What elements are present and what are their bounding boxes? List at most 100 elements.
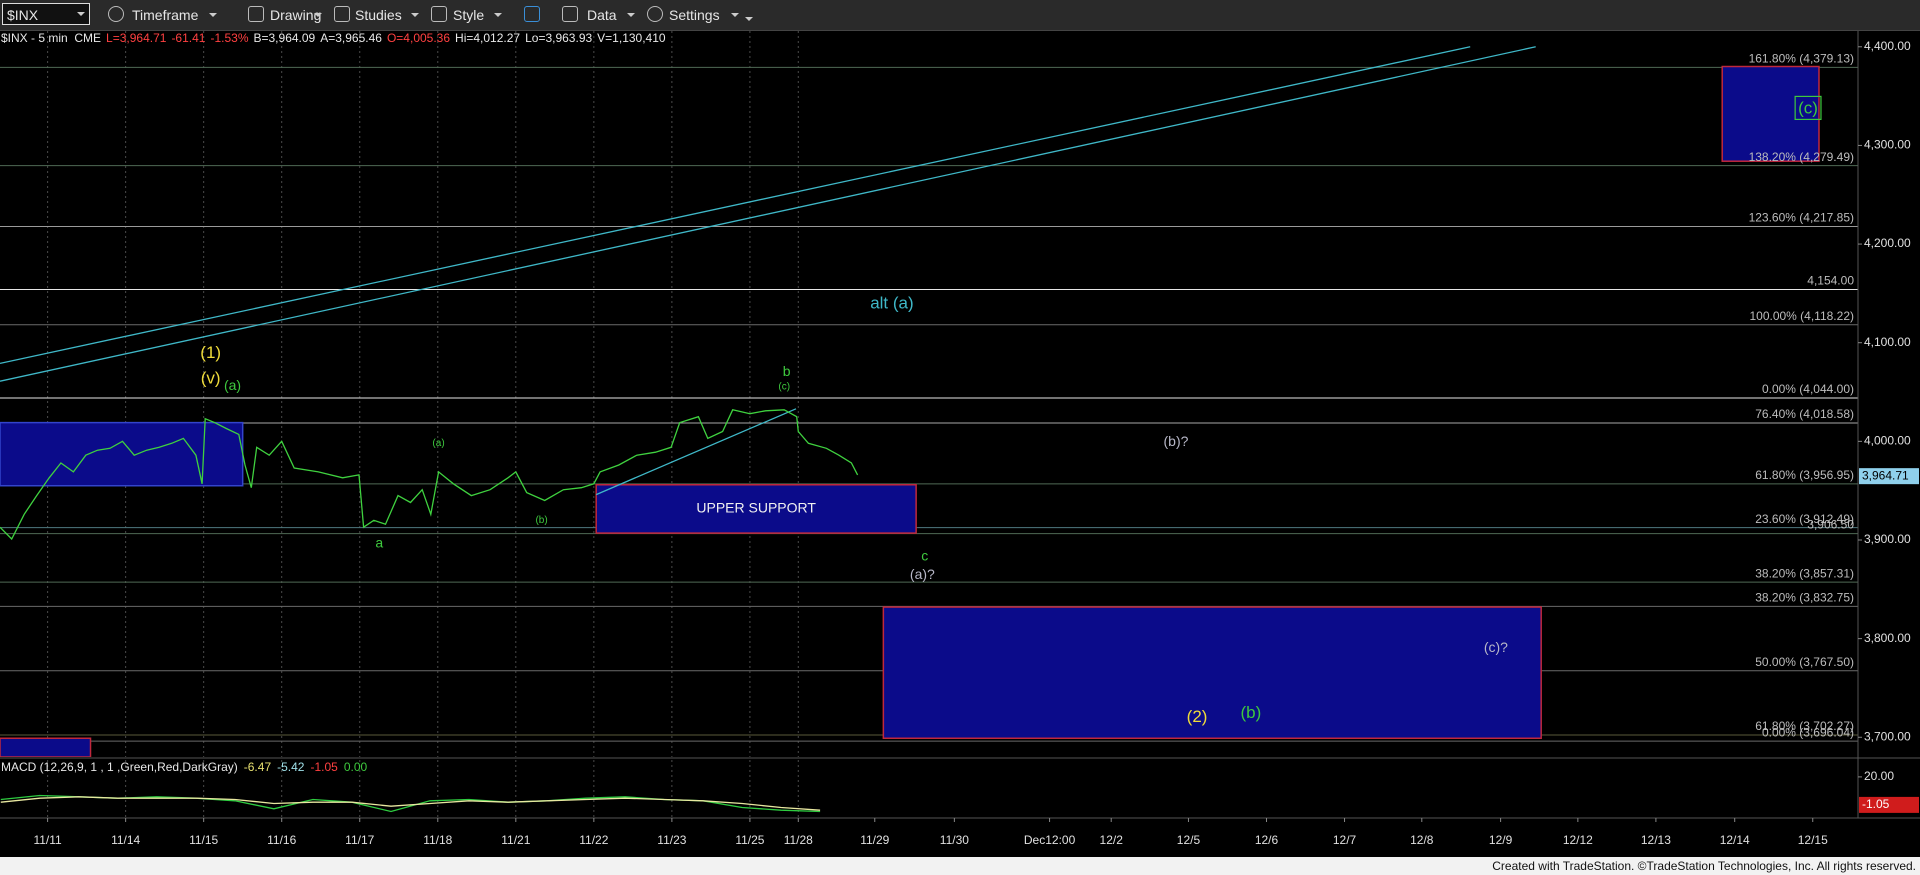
bid: B=3,964.09	[253, 31, 316, 45]
menu-settings[interactable]: Settings	[669, 7, 720, 23]
wave-label: (b)	[535, 515, 547, 526]
x-tick-label: 11/17	[345, 833, 374, 847]
wave-label: (1)	[200, 343, 221, 362]
trend-line	[595, 408, 797, 496]
x-tick-label: 11/30	[940, 833, 969, 847]
fib-level-label: 3,906.50	[1807, 518, 1854, 532]
menu-drawing[interactable]: Drawing	[270, 7, 322, 23]
x-tick-label: 12/2	[1100, 833, 1124, 847]
symbol[interactable]: $INX	[7, 7, 39, 23]
last-price-tag	[1859, 468, 1919, 485]
dropdown-arrow[interactable]	[314, 13, 322, 17]
y-tick-label: 4,200.00	[1864, 236, 1911, 250]
wave-label: (c)	[778, 382, 790, 393]
fib-level-label: 100.00% (4,118.22)	[1749, 309, 1854, 323]
macd-reading: -6.47	[243, 760, 272, 774]
x-tick-label: 12/13	[1641, 833, 1671, 847]
y-tick-label: 4,100.00	[1864, 335, 1911, 349]
dropdown-arrow[interactable]	[77, 12, 85, 16]
menu-studies[interactable]: Studies	[355, 7, 402, 23]
last-value-tag	[1859, 796, 1919, 813]
timeframe-icon[interactable]	[108, 6, 124, 22]
fib-level-label: 123.60% (4,217.85)	[1749, 211, 1854, 225]
wave-label: (b)	[1241, 703, 1262, 722]
dropdown-arrow[interactable]	[209, 13, 217, 17]
wave-label: (c)?	[1484, 639, 1508, 655]
dropdown-arrow[interactable]	[411, 13, 419, 17]
fib-level-label: 50.00% (3,767.50)	[1755, 655, 1854, 669]
drawing-icon[interactable]	[248, 6, 264, 22]
symbol-box[interactable]: $INX	[2, 3, 90, 25]
fib-level-label: 138.20% (4,279.49)	[1749, 150, 1854, 164]
copyright: Created with TradeStation. ©TradeStation…	[1492, 859, 1916, 873]
x-tick-label: 11/14	[111, 833, 140, 847]
x-tick-label: 12/12	[1563, 833, 1593, 847]
dropdown-arrow[interactable]	[731, 13, 739, 17]
layout-icon[interactable]	[524, 6, 540, 22]
target-zone	[882, 606, 1542, 740]
symbol-interval: $INX - 5 min CME	[1, 31, 102, 45]
x-tick-label: 12/9	[1489, 833, 1513, 847]
y-tick-label: 3,800.00	[1864, 631, 1911, 645]
fib-level-label: 0.00% (4,044.00)	[1762, 382, 1854, 396]
footer: Created with TradeStation. ©TradeStation…	[0, 857, 1920, 875]
macd-reading: 0.00	[343, 760, 368, 774]
menu-data[interactable]: Data	[587, 7, 617, 23]
dropdown-arrow[interactable]	[627, 13, 635, 17]
volume: V=1,130,410	[597, 31, 666, 45]
open: O=4,005.36	[386, 31, 451, 45]
x-tick-label: Dec12:00	[1024, 833, 1076, 847]
macd-reading: -1.05	[310, 760, 338, 774]
target-zone	[1721, 65, 1820, 162]
fib-level-label: 76.40% (4,018.58)	[1755, 407, 1854, 421]
wave-label: (c)	[1798, 98, 1818, 117]
menu-style[interactable]: Style	[453, 7, 485, 23]
x-tick-label: 12/8	[1410, 833, 1434, 847]
wave-label: (a)	[432, 438, 444, 449]
fib-level-label: 4,154.00	[1807, 274, 1854, 288]
x-tick-label: 12/5	[1177, 833, 1201, 847]
wave-label: a	[375, 535, 383, 551]
target-zone	[0, 421, 244, 487]
menu-timeframe[interactable]: Timeframe	[132, 7, 199, 23]
wave-label: (2)	[1187, 707, 1208, 726]
wave-label-box	[1794, 95, 1822, 121]
fib-level-label: 38.20% (3,832.75)	[1755, 590, 1854, 604]
wave-label: (a)?	[910, 566, 935, 582]
high: Hi=4,012.27	[455, 31, 521, 45]
trend-line	[0, 46, 1536, 382]
data-icon[interactable]	[562, 6, 578, 22]
wave-label: (b)?	[1164, 433, 1189, 449]
style-icon[interactable]	[431, 6, 447, 22]
wave-label: b	[783, 363, 791, 379]
toolbar: $INX Timeframe Drawing Studies Style Dat…	[0, 0, 1920, 31]
change-pct: -1.53%	[210, 31, 249, 45]
x-tick-label: 12/14	[1720, 833, 1750, 847]
chart: UPPER SUPPORT 161.80% (4,379.13) 138.20% (…	[0, 31, 1920, 847]
last-price-label: 3,964.71	[1862, 468, 1909, 482]
fib-level-label: 61.80% (3,956.95)	[1755, 468, 1854, 482]
macd-reading: -5.42	[277, 760, 305, 774]
x-tick-label: 12/15	[1798, 833, 1828, 847]
quote-line: $INX - 5 min CME L=3,964.71 -61.41 -1.53…	[1, 31, 666, 45]
y-tick-label: 3,900.00	[1864, 532, 1911, 546]
x-tick-label: 11/29	[860, 833, 889, 847]
axes: 3,700.00 3,800.00 3,900.00 4,000.00 4,100.00…	[0, 31, 1920, 847]
wave-label: alt (a)	[870, 294, 913, 313]
low: Lo=3,963.93	[525, 31, 593, 45]
wave-label: c	[921, 547, 928, 563]
price-line	[0, 409, 859, 541]
macd-title: MACD (12,26,9, 1 , 1 ,Green,Red,DarkGray…	[1, 760, 238, 774]
studies-icon[interactable]	[334, 6, 350, 22]
fib-level-label: 61.80% (3,702.27)	[1755, 719, 1854, 733]
fib-level-label: 38.20% (3,857.31)	[1755, 566, 1854, 580]
last: L=3,964.71	[106, 31, 167, 45]
macd-legend: MACD (12,26,9, 1 , 1 ,Green,Red,DarkGray…	[1, 760, 367, 774]
dropdown-arrow[interactable]	[745, 17, 753, 21]
dropdown-arrow[interactable]	[494, 13, 502, 17]
y-tick-label: 4,400.00	[1864, 39, 1911, 53]
x-tick-label: 11/21	[501, 833, 530, 847]
x-tick-label: 11/23	[657, 833, 686, 847]
settings-icon[interactable]	[647, 6, 663, 22]
